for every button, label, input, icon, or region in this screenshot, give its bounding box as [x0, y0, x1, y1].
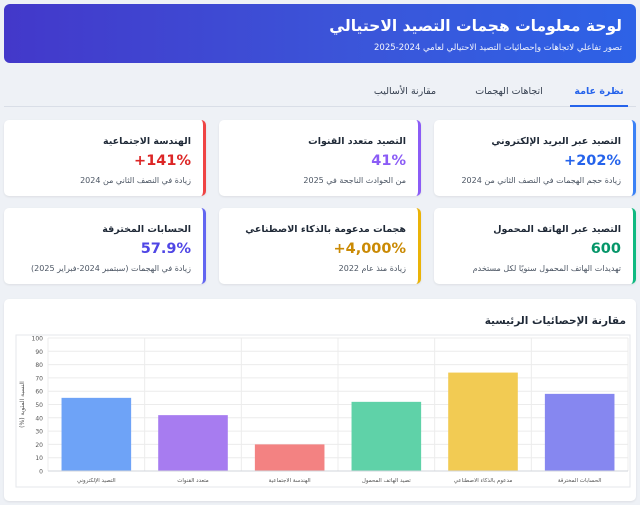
stat-card-multichannel-phishing: التصيد متعدد القنوات 41% من الحوادث النا… [219, 120, 421, 196]
card-title: التصيد متعدد القنوات [308, 136, 406, 147]
card-value: 41% [371, 153, 406, 169]
card-title: هجمات مدعومة بالذكاء الاصطناعي [245, 224, 406, 235]
y-tick-label: 60 [35, 389, 43, 396]
stat-card-mobile-phishing: التصيد عبر الهاتف المحمول 600 تهديدات ال… [434, 208, 636, 284]
x-tick-label: مدعوم بالذكاء الاصطناعي [454, 477, 513, 484]
y-tick-label: 80 [35, 362, 43, 369]
y-tick-label: 0 [39, 469, 43, 476]
tab-attack-trends[interactable]: اتجاهات الهجمات [475, 86, 543, 97]
card-value: +202% [564, 153, 621, 169]
page-title: لوحة معلومات هجمات التصيد الاحتيالي [329, 17, 622, 35]
tab-bar: نظرة عامة اتجاهات الهجمات مقارنة الأسالي… [4, 80, 636, 107]
card-description: زيادة في الهجمات (سبتمبر 2024-فبراير 202… [31, 264, 191, 273]
chart-title: مقارنة الإحصائيات الرئيسية [484, 315, 626, 327]
y-tick-label: 90 [35, 349, 43, 356]
x-tick-label: تصيد الهاتف المحمول [362, 478, 411, 484]
bar-0 [61, 397, 132, 471]
x-tick-label: متعدد القنوات [177, 478, 209, 484]
key-stats-bar-chart: 0 10 20 30 40 50 60 70 80 90 100 النسبة المئوية (%)… [15, 334, 631, 488]
card-value: +141% [134, 153, 191, 169]
y-tick-label: 10 [35, 455, 43, 462]
x-tick-label: الحسابات المخترقة [558, 478, 602, 484]
card-description: من الحوادث الناجحة في 2025 [303, 176, 406, 185]
card-description: زيادة منذ عام 2022 [338, 264, 406, 273]
card-title: الحسابات المخترقة [102, 224, 191, 235]
y-tick-label: 20 [35, 442, 43, 449]
card-value: 600 [590, 241, 621, 257]
tab-overview[interactable]: نظرة عامة [570, 80, 628, 107]
bar-1 [158, 415, 228, 471]
x-tick-label: التصيد الإلكتروني [77, 477, 116, 484]
y-tick-label: 50 [35, 402, 43, 409]
x-tick-label: الهندسة الاجتماعية [269, 478, 312, 484]
bar-4 [448, 372, 518, 471]
stat-card-ai-attacks: هجمات مدعومة بالذكاء الاصطناعي +4,000% ز… [219, 208, 421, 284]
dashboard-header: لوحة معلومات هجمات التصيد الاحتيالي تصور… [4, 4, 636, 63]
card-description: زيادة في النصف الثاني من 2024 [80, 176, 191, 185]
bar-2 [254, 444, 325, 471]
y-tick-label: 100 [32, 336, 44, 343]
chart-panel: مقارنة الإحصائيات الرئيسية 0 10 20 30 40 50 60… [4, 299, 636, 501]
y-tick-label: 40 [35, 415, 43, 422]
card-title: التصيد عبر البريد الإلكتروني [491, 136, 621, 147]
bar-3 [351, 401, 422, 471]
y-tick-label: 30 [35, 429, 43, 436]
card-description: تهديدات الهاتف المحمول سنويًا لكل مستخدم [472, 264, 621, 273]
bar-5 [544, 393, 615, 471]
stat-card-social-engineering: الهندسة الاجتماعية +141% زيادة في النصف … [4, 120, 206, 196]
tab-methods-comparison[interactable]: مقارنة الأساليب [373, 86, 437, 97]
y-tick-label: 70 [35, 375, 43, 382]
card-title: التصيد عبر الهاتف المحمول [493, 224, 621, 235]
stat-card-compromised-accounts: الحسابات المخترقة 57.9% زيادة في الهجمات… [4, 208, 206, 284]
card-value: +4,000% [333, 241, 406, 257]
card-title: الهندسة الاجتماعية [103, 136, 191, 147]
card-description: زيادة حجم الهجمات في النصف الثاني من 202… [461, 176, 621, 185]
page-subtitle: تصور تفاعلي لاتجاهات وإحصائيات التصيد ال… [374, 43, 622, 53]
stat-card-email-phishing: التصيد عبر البريد الإلكتروني +202% زيادة… [434, 120, 636, 196]
card-value: 57.9% [140, 241, 191, 257]
y-axis-label: النسبة المئوية (%) [19, 381, 26, 428]
